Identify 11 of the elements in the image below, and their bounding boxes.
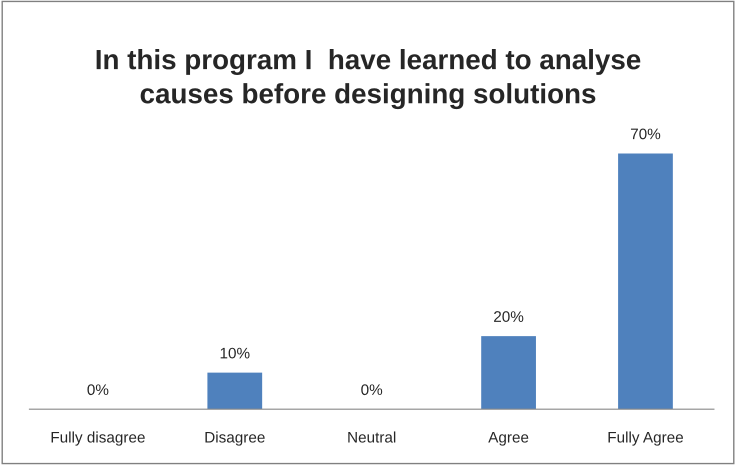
data-label: 70% — [630, 128, 660, 140]
x-tick-label: Fully disagree — [52, 431, 145, 446]
data-label: 0% — [361, 384, 382, 396]
x-tick-label: Agree — [488, 432, 528, 446]
x-tick-label: Fully Agree — [608, 431, 684, 446]
chart-title: In this program I have learned to analyse causes before designing solutions — [96, 49, 640, 110]
data-label: 20% — [494, 311, 524, 322]
x-tick-label: Neutral — [348, 431, 396, 443]
data-label: 10% — [220, 348, 250, 359]
data-label: 0% — [87, 384, 108, 396]
x-tick-label: Disagree — [205, 431, 265, 446]
